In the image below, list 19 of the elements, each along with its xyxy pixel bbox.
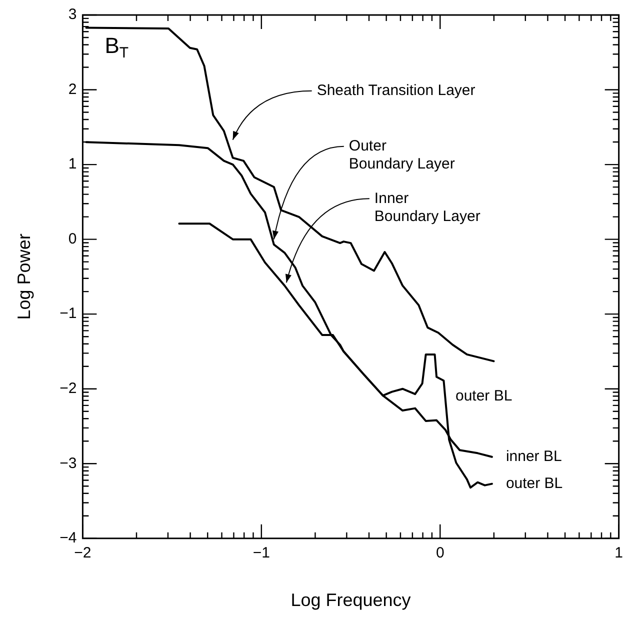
annotation: Outer Boundary Layer (348, 137, 455, 172)
y-tick-label: 2 (68, 80, 77, 98)
y-tick-label: 3 (68, 6, 77, 24)
y-axis-title: Log Power (14, 234, 34, 320)
y-tick-label: −1 (60, 305, 77, 322)
y-tick-label: 0 (68, 230, 77, 248)
y-tick-label: −2 (60, 380, 77, 397)
y-tick-label: 1 (68, 156, 77, 173)
annotation: Sheath Transition Layer (316, 82, 476, 100)
annotation: Inner Boundary Layer (374, 190, 480, 225)
y-tick-label: −3 (60, 454, 77, 472)
x-tick-label: 0 (436, 544, 444, 562)
x-tick-label: −1 (252, 544, 270, 562)
x-tick-label: 1 (614, 544, 623, 562)
annotation: outer BL (506, 474, 563, 492)
x-axis-title: Log Frequency (290, 590, 411, 610)
annotation: inner BL (506, 448, 562, 466)
y-tick-label: −4 (60, 530, 77, 547)
annotation: outer BL (455, 387, 512, 404)
